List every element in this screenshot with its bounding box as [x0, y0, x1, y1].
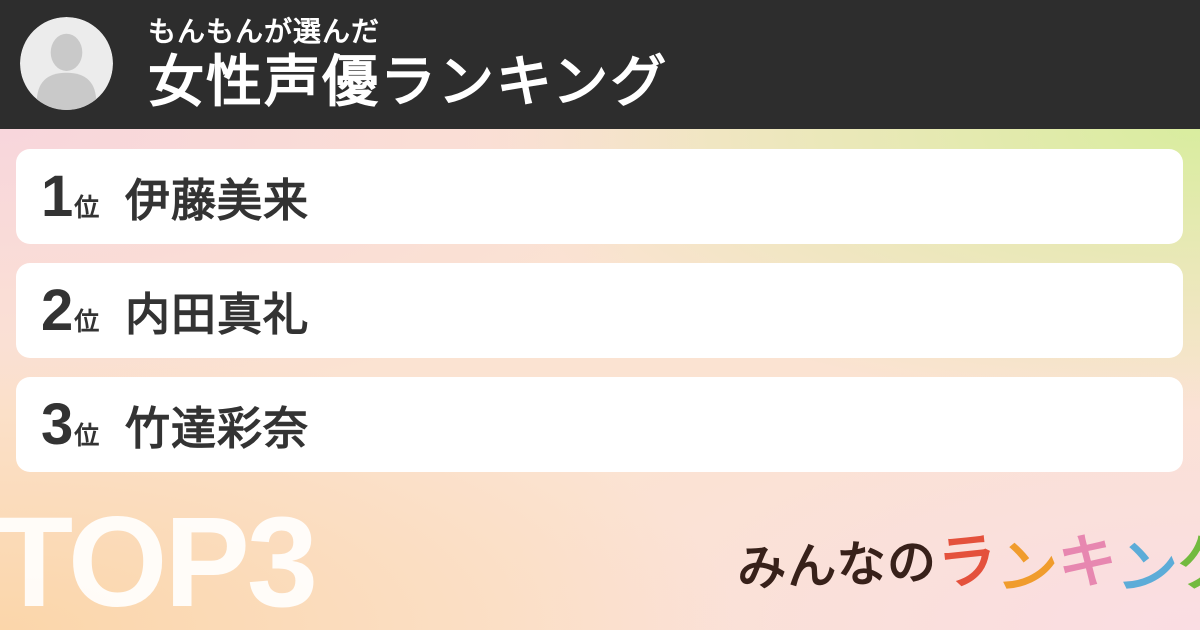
rank-suffix: 位	[74, 421, 100, 450]
ranking-card-3: 3 位 竹達彩奈	[16, 377, 1183, 472]
header-text: もんもんが選んだ 女性声優ランキング	[148, 0, 668, 129]
logo-char: ン	[1114, 532, 1181, 606]
entry-name: 伊藤美来	[125, 175, 310, 226]
person-icon	[20, 17, 113, 110]
ranking-card-2: 2 位 内田真礼	[16, 263, 1183, 358]
avatar	[20, 17, 113, 110]
entry-name: 内田真礼	[125, 289, 310, 340]
ranking-card-1: 1 位 伊藤美来	[16, 149, 1183, 244]
site-logo: みんなの ラ ン キ ン グ	[736, 526, 1200, 605]
ranking-list: 1 位 伊藤美来 2 位 内田真礼 3 位 竹達彩奈	[16, 149, 1183, 472]
rank-suffix: 位	[74, 193, 100, 222]
header: もんもんが選んだ 女性声優ランキング	[0, 0, 1200, 129]
logo-prefix: みんなの	[736, 535, 938, 597]
page-title: 女性声優ランキング	[148, 50, 669, 114]
header-subtitle: もんもんが選んだ	[148, 16, 381, 48]
logo-char: キ	[1056, 527, 1119, 597]
entry-name: 竹達彩奈	[125, 403, 310, 454]
rank-badge: 3 位	[41, 391, 103, 457]
logo-char: グ	[1174, 526, 1200, 598]
top3-watermark: TOP3	[0, 491, 318, 630]
rank-suffix: 位	[74, 307, 100, 336]
rank-number: 1	[41, 163, 74, 229]
logo-char: ン	[994, 532, 1061, 606]
logo-char: ラ	[934, 526, 1001, 598]
rank-badge: 2 位	[41, 277, 103, 343]
rank-badge: 1 位	[41, 163, 103, 229]
rank-number: 2	[41, 277, 74, 343]
rank-number: 3	[41, 391, 74, 457]
